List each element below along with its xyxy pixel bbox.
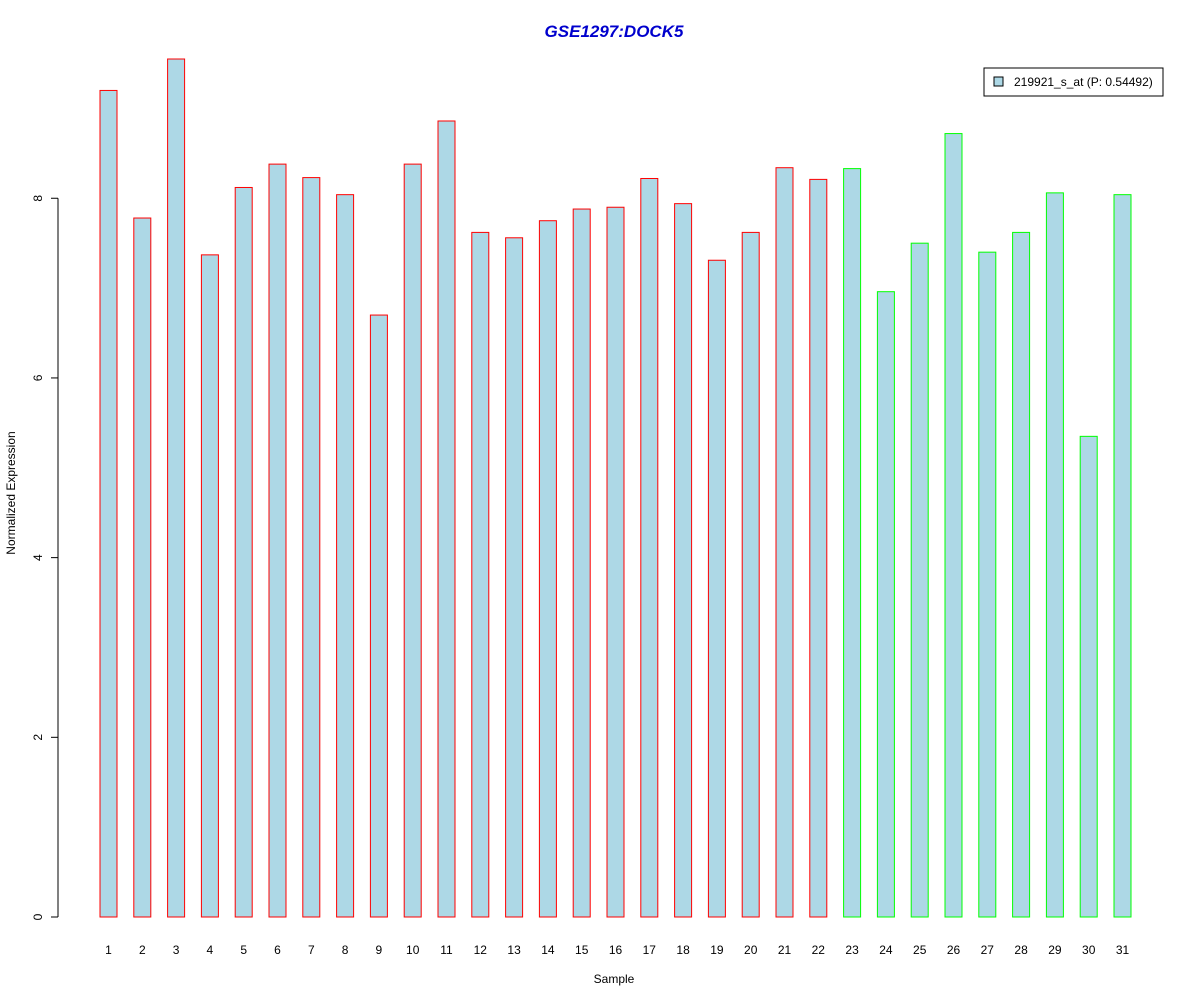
bar-sample-27: [978, 251, 997, 918]
legend-swatch: [993, 76, 1004, 87]
x-tick-label: 19: [710, 943, 724, 957]
y-axis-label: Normalized Expression: [4, 431, 18, 554]
x-tick-label: 2: [139, 943, 146, 957]
x-tick-label: 25: [913, 943, 927, 957]
bar-sample-20: [741, 231, 760, 918]
bar-sample-6: [268, 163, 287, 918]
x-tick-label: 15: [575, 943, 589, 957]
x-tick-label: 30: [1082, 943, 1096, 957]
bar-sample-13: [505, 237, 524, 918]
y-tick-label: 6: [31, 374, 45, 381]
x-tick-label: 10: [406, 943, 420, 957]
x-tick-label: 13: [507, 943, 521, 957]
bar-sample-21: [775, 167, 794, 918]
bar-sample-18: [674, 203, 693, 918]
x-axis-label: Sample: [594, 972, 635, 986]
bar-sample-26: [944, 133, 963, 918]
bar-sample-22: [809, 178, 828, 918]
bar-sample-19: [707, 259, 726, 918]
bar-sample-23: [843, 168, 862, 918]
bar-sample-14: [538, 220, 557, 918]
x-tick-label: 7: [308, 943, 315, 957]
bar-sample-25: [910, 242, 929, 918]
bars: [99, 58, 1132, 918]
x-tick-label: 21: [778, 943, 792, 957]
x-tick-label: 24: [879, 943, 893, 957]
x-tick-label: 9: [376, 943, 383, 957]
x-tick-label: 8: [342, 943, 349, 957]
x-tick-label: 11: [440, 943, 453, 957]
y-tick-label: 2: [31, 734, 45, 741]
chart-title: GSE1297:DOCK5: [545, 22, 684, 41]
bar-sample-29: [1045, 192, 1064, 918]
x-tick-labels: 1 2 3 4 5 6 7 8 9 10 11 12 13 14 15 16 17 18 19 20 21 22 23 24 2…: [105, 943, 1129, 957]
legend: 219921_s_at (P: 0.54492): [983, 67, 1164, 97]
y-axis: 0 2 4 6 8: [31, 195, 59, 920]
y-tick-label: 8: [31, 195, 45, 202]
x-tick-label: 20: [744, 943, 758, 957]
bar-sample-10: [403, 163, 422, 918]
bar-sample-3: [167, 58, 186, 918]
bar-sample-28: [1012, 231, 1031, 918]
bar-sample-2: [133, 217, 152, 918]
x-tick-label: 18: [676, 943, 690, 957]
bar-sample-5: [234, 186, 253, 918]
legend-box: [983, 67, 1164, 97]
bar-sample-24: [876, 291, 895, 918]
y-tick-label: 0: [31, 913, 45, 920]
legend-label: 219921_s_at (P: 0.54492): [1014, 75, 1153, 89]
x-tick-label: 6: [274, 943, 281, 957]
x-tick-label: 29: [1048, 943, 1062, 957]
bar-sample-15: [572, 208, 591, 918]
x-tick-label: 28: [1014, 943, 1028, 957]
bar-sample-1: [99, 89, 118, 918]
x-tick-label: 5: [240, 943, 247, 957]
x-tick-label: 26: [947, 943, 961, 957]
y-tick-label: 4: [31, 554, 45, 561]
x-tick-label: 1: [105, 943, 112, 957]
x-tick-label: 22: [812, 943, 826, 957]
x-tick-label: 4: [207, 943, 214, 957]
x-tick-label: 14: [541, 943, 555, 957]
bar-sample-16: [606, 206, 625, 918]
bar-sample-12: [471, 231, 490, 918]
x-tick-label: 3: [173, 943, 180, 957]
x-tick-label: 16: [609, 943, 623, 957]
x-tick-label: 17: [643, 943, 657, 957]
bar-sample-17: [640, 177, 659, 918]
x-tick-label: 23: [845, 943, 859, 957]
bar-sample-8: [336, 194, 355, 918]
x-tick-label: 12: [474, 943, 488, 957]
x-tick-label: 31: [1116, 943, 1130, 957]
bar-sample-11: [437, 120, 456, 918]
bar-sample-9: [369, 314, 388, 918]
bar-sample-30: [1079, 435, 1098, 918]
x-tick-label: 27: [981, 943, 995, 957]
bar-sample-4: [200, 254, 219, 918]
bar-sample-31: [1113, 194, 1132, 918]
bar-sample-7: [302, 177, 321, 918]
